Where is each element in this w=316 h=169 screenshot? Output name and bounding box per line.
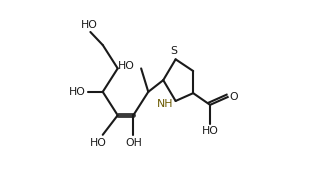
Text: HO: HO	[202, 126, 219, 136]
Text: HO: HO	[118, 62, 134, 71]
Text: O: O	[229, 92, 238, 102]
Text: HO: HO	[81, 20, 98, 30]
Text: OH: OH	[125, 138, 143, 148]
Text: NH: NH	[157, 99, 173, 109]
Text: HO: HO	[90, 138, 106, 148]
Text: HO: HO	[69, 87, 86, 97]
Text: S: S	[170, 46, 177, 56]
